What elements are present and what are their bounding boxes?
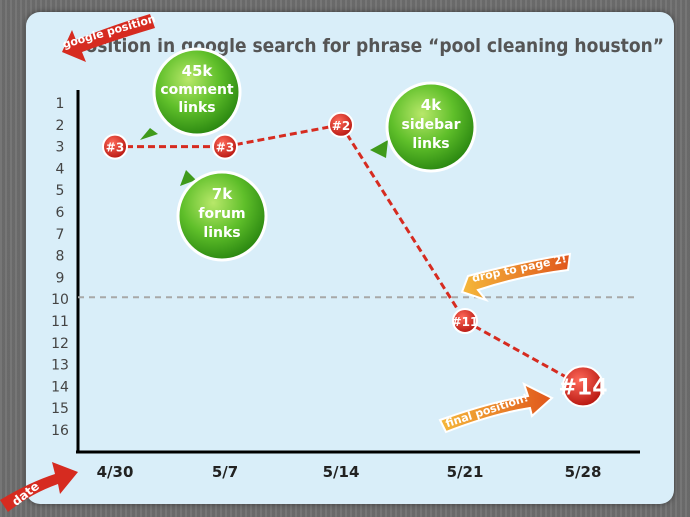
x-tick-label: 4/30: [97, 463, 134, 481]
y-tick-label: 3: [56, 140, 65, 156]
x-tick-label: 5/21: [447, 463, 484, 481]
y-tick-label: 11: [51, 314, 69, 330]
x-tick-labels: 4/30 5/7 5/14 5/21 5/28: [97, 463, 602, 481]
bubble-4k-line1: 4k: [421, 96, 442, 114]
bubble-45k-line1: 45k: [182, 62, 214, 80]
data-point: [212, 133, 238, 160]
data-label: #3: [106, 141, 124, 155]
y-tick-label: 7: [56, 227, 65, 243]
data-point: [328, 111, 354, 138]
bubble-7k-forum-links: 7k forum links: [176, 170, 268, 262]
x-tick-label: 5/14: [323, 463, 360, 481]
bubble-45k-comment-links: 45k comment links: [140, 47, 242, 140]
y-tick-label: 6: [56, 205, 65, 221]
final-position-arrow: final position!: [438, 382, 554, 434]
y-tick-label: 16: [51, 423, 69, 439]
data-label: #14: [558, 375, 607, 400]
bubble-4k-line3: links: [412, 136, 449, 152]
bubble-45k-line2: comment: [160, 82, 234, 98]
series-lines: [115, 123, 584, 388]
series-segment: [339, 123, 467, 322]
data-point: [562, 365, 604, 408]
y-tick-label: 4: [56, 161, 65, 177]
y-tick-label: 2: [56, 118, 65, 134]
y-tick-label: 12: [51, 336, 69, 352]
data-point: [102, 133, 128, 160]
drop-to-page-2-arrow: drop to page 2!: [460, 252, 572, 303]
xlabel-arrow: date: [0, 462, 78, 512]
bubble-4k-sidebar-links: 4k sidebar links: [370, 81, 477, 173]
y-tick-label: 13: [51, 358, 69, 374]
bubble-7k-line2: forum: [198, 206, 245, 222]
bubble-45k-line3: links: [178, 100, 215, 116]
y-tick-label: 15: [51, 401, 69, 417]
series-segment: [464, 319, 584, 388]
bubble-4k-line2: sidebar: [401, 117, 460, 133]
y-tick-label: 14: [51, 379, 69, 395]
y-tick-label: 5: [56, 183, 65, 199]
series-points: #3 #3 #2 #11 #14: [102, 111, 608, 408]
x-tick-label: 5/28: [565, 463, 602, 481]
data-point: [452, 308, 478, 334]
data-label: #3: [216, 141, 234, 155]
bubble-7k-line3: links: [203, 225, 240, 241]
chart-title: position in google search for phrase “po…: [73, 35, 664, 57]
y-tick-label: 10: [51, 292, 69, 308]
y-tick-label: 1: [56, 96, 65, 112]
y-tick-label: 9: [56, 270, 65, 286]
data-label: #11: [452, 315, 479, 329]
x-tick-label: 5/7: [212, 463, 238, 481]
bubble-7k-line1: 7k: [212, 185, 233, 203]
y-tick-label: 8: [56, 249, 65, 265]
data-label: #2: [332, 119, 350, 133]
series-segment: [224, 123, 342, 149]
